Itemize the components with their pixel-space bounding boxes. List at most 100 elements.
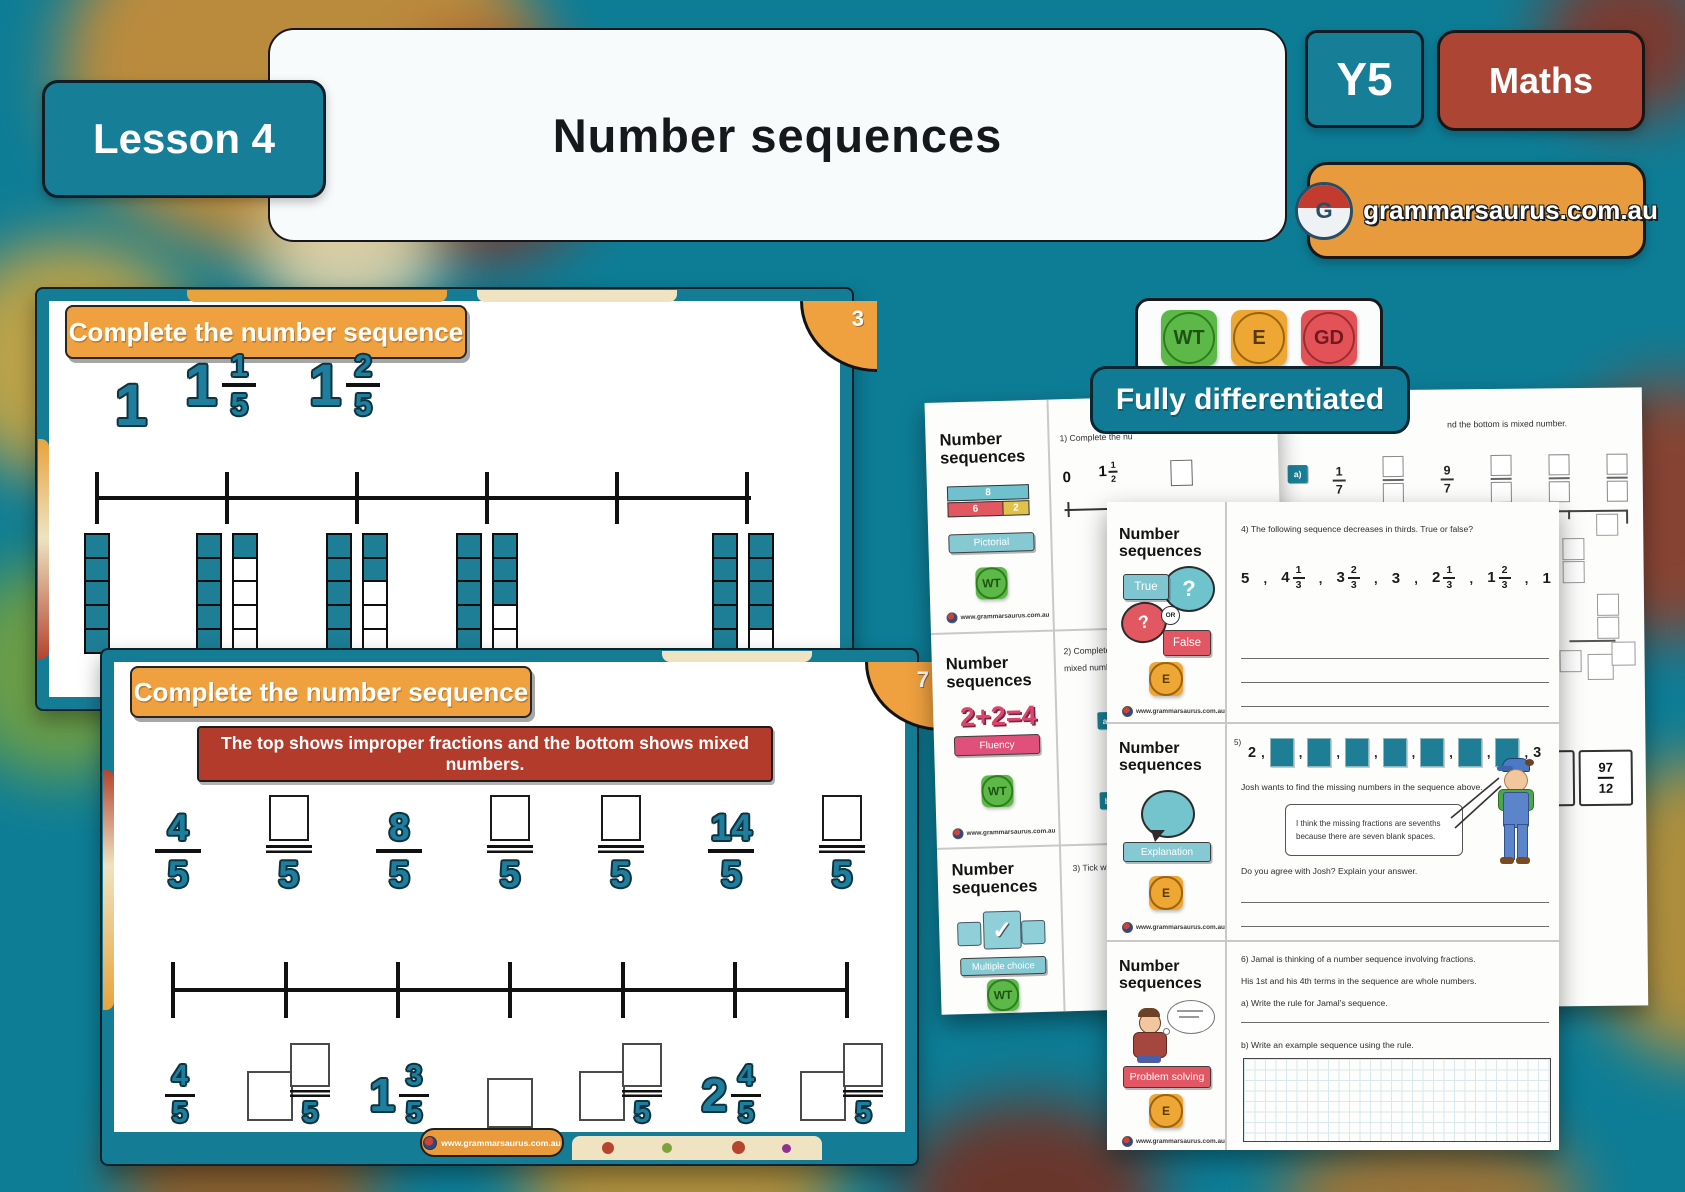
worksheet-footer: www.grammarsaurus.com.au (946, 610, 1050, 624)
lesson-badge: Lesson 4 (42, 80, 326, 198)
sequence-comma: , (1524, 570, 1529, 586)
q6-part-a: a) Write the rule for Jamal's sequence. (1241, 998, 1388, 1008)
fraction-item: 1 (115, 373, 148, 438)
pizza-border-decoration (187, 290, 447, 302)
filled-cube (196, 556, 222, 583)
lesson-label: Lesson 4 (92, 115, 276, 162)
q6-line1: 6) Jamal is thinking of a number sequenc… (1241, 954, 1476, 964)
wt-q2-fragment2: mixed numb (1063, 661, 1111, 674)
fully-differentiated-banner: Fully differentiated (1090, 366, 1410, 434)
subject-label: Maths (1488, 59, 1593, 101)
site-badge[interactable]: G grammarsaurus.com.au (1295, 162, 1658, 259)
blank-box (268, 794, 309, 841)
speech-bubble-icon (1141, 790, 1195, 838)
bar-model-top: 8 (946, 484, 1030, 502)
blank-box (1606, 453, 1628, 476)
fraction-item: 5 (794, 1043, 890, 1128)
true-tag: True (1123, 574, 1169, 600)
sequence-comma: , (1373, 570, 1378, 586)
subject-badge: Maths (1437, 30, 1645, 131)
blank-box (579, 1070, 626, 1121)
answer-box (1597, 616, 1620, 639)
pictorial-label: Pictorial (973, 536, 1010, 549)
multiple-choice-tag: Multiple choice (960, 955, 1047, 977)
slide-footer-badge: www.grammarsaurus.com.au (420, 1128, 564, 1157)
e-letter: E (1149, 876, 1183, 910)
empty-cube (232, 580, 258, 607)
wt-q2-fragment: 2) Complete (1063, 644, 1111, 657)
fraction-item (1382, 456, 1404, 504)
blank-box (1382, 456, 1404, 478)
page-number-label: 7 (916, 667, 929, 692)
filled-cube (326, 604, 352, 631)
explanation-label: Explanation (1140, 846, 1194, 858)
instruction-banner-label: The top shows improper fractions and the… (221, 733, 749, 774)
grammarsaurus-logo-icon: G (1295, 181, 1354, 240)
blank-square (1307, 738, 1332, 767)
explanation-tag: Explanation (1123, 842, 1211, 862)
grammarsaurus-mini-logo-icon (952, 828, 964, 840)
wt-level-badge: WT (975, 566, 1009, 600)
sequence-comma: , (1449, 745, 1453, 760)
blank-box (800, 1070, 847, 1121)
pizza-border-decoration (662, 651, 812, 662)
number-line (95, 472, 753, 524)
footer-url: www.grammarsaurus.com.au (960, 611, 1050, 622)
filled-cube (456, 556, 482, 583)
filled-cube (748, 580, 774, 607)
site-url: grammarsaurus.com.au (1363, 195, 1658, 225)
wt-letter: WT (986, 978, 1020, 1012)
blank-box (247, 1070, 294, 1121)
bar-model-icon: 8 6 2 (946, 484, 1032, 520)
gd-letter: GD (1302, 311, 1356, 365)
filled-cube (362, 556, 388, 583)
footer-url: www.grammarsaurus.com.au (1136, 1138, 1225, 1145)
sequence-label: 1 (115, 373, 148, 438)
worksheet-footer: www.grammarsaurus.com.au (1122, 706, 1225, 717)
cube-column (362, 532, 388, 655)
filled-cube (748, 556, 774, 583)
or-circle: OR (1161, 606, 1180, 625)
sequence-first-number: 2 (1248, 744, 1257, 761)
cube-column (748, 532, 774, 655)
sequence-comma: , (1524, 745, 1529, 760)
sequence-last-number: 3 (1533, 744, 1542, 761)
empty-cube (362, 580, 388, 607)
multiple-choice-icon: ✓ (957, 910, 1046, 952)
blank-box (1606, 480, 1628, 502)
cube-group (456, 532, 518, 655)
e-row-title: Number sequences (1119, 740, 1202, 775)
answer-box (1170, 459, 1193, 487)
filled-cube (196, 580, 222, 607)
fluency-tag: Fluency (953, 733, 1041, 757)
slide-footer-url: www.grammarsaurus.com.au (441, 1137, 561, 1148)
bubble-line-2: because there are seven blank spaces. (1296, 832, 1436, 841)
slide-3-header: Complete the number sequence (65, 305, 467, 359)
filled-cube (492, 532, 518, 559)
filled-cube (712, 580, 738, 607)
worksheet-footer: www.grammarsaurus.com.au (1122, 1136, 1225, 1147)
cube-column (492, 532, 518, 655)
gd-question-fragment: nd the bottom is mixed number. (1447, 418, 1568, 430)
gd-line-fragment (1569, 639, 1616, 643)
speech-pointer-lines (1450, 777, 1502, 829)
year-badge: Y5 (1305, 30, 1424, 128)
grammarsaurus-mini-logo-icon (1122, 1136, 1133, 1147)
cube-group (196, 532, 258, 655)
e-letter: E (1149, 1094, 1183, 1128)
q5-agree-text: Do you agree with Josh? Explain your ans… (1241, 866, 1418, 876)
multiple-choice-label: Multiple choice (971, 959, 1035, 973)
blank-box (486, 1078, 533, 1128)
filled-cube (84, 604, 110, 631)
pictorial-tag: Pictorial (948, 532, 1035, 554)
fraction-item: 5 (241, 1043, 337, 1128)
wt-q1-zero: 0 (1062, 468, 1072, 487)
wt-row-title: Number sequences (939, 429, 1026, 468)
